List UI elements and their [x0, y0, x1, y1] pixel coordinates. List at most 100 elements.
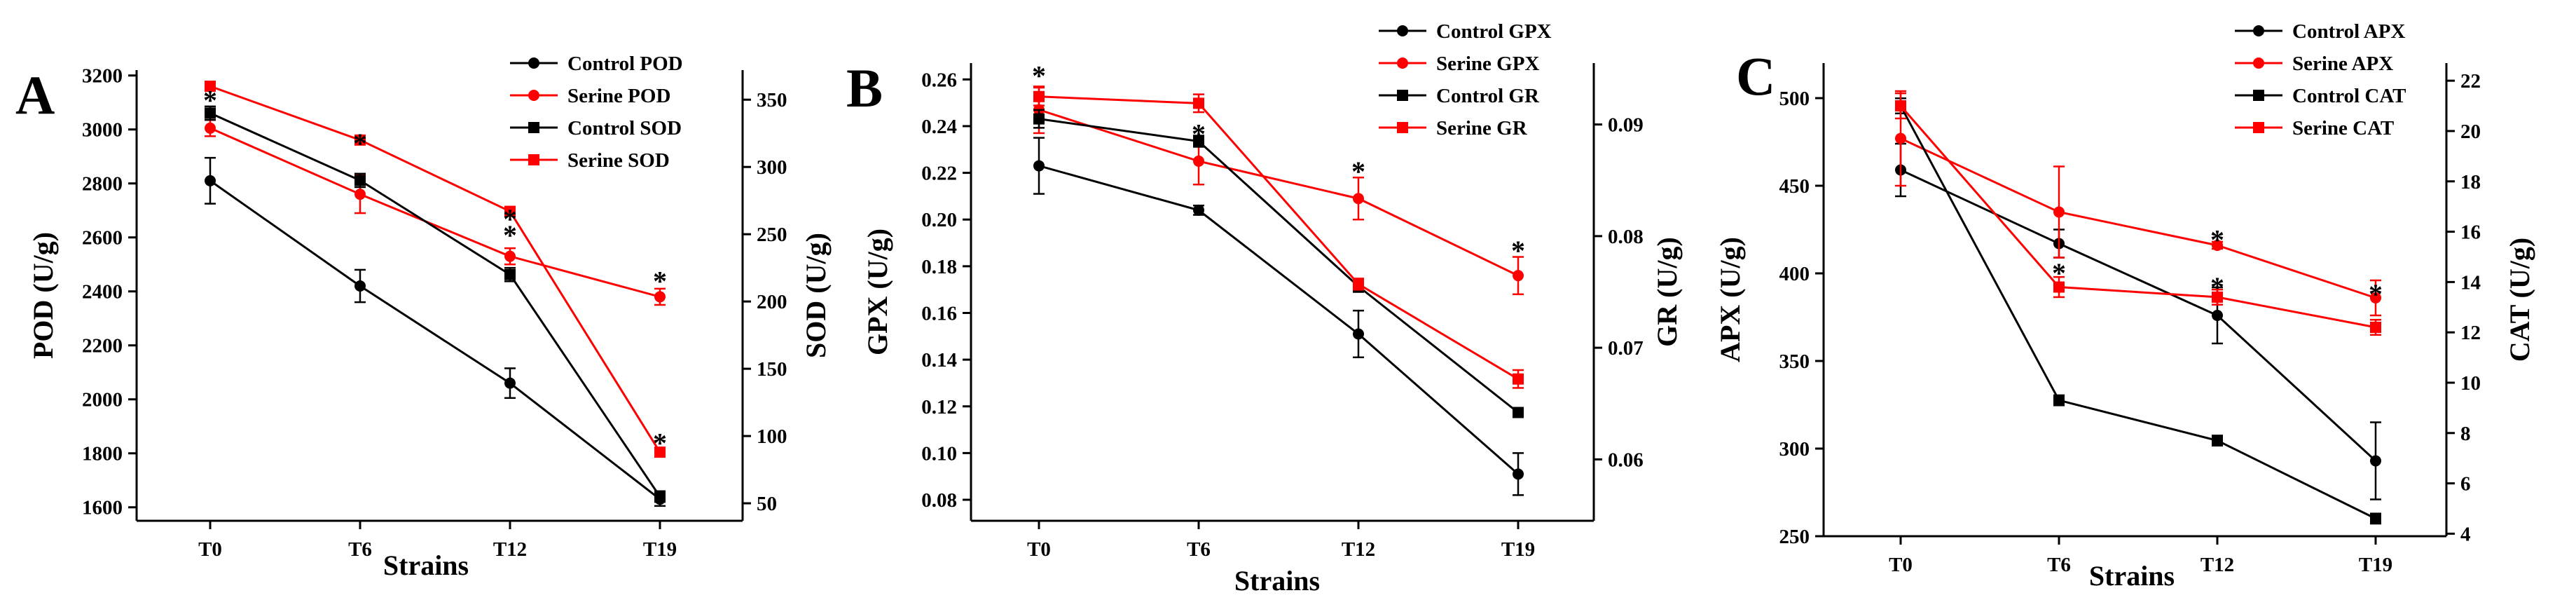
y2-tick-label: 250: [757, 224, 787, 246]
significance-mark: *: [653, 265, 667, 296]
series-line: [1899, 105, 2376, 329]
y-tick-label: 0.08: [921, 489, 957, 512]
data-point: [1033, 90, 1045, 102]
x-axis-title: Strains: [383, 550, 469, 581]
y2-tick-label: 300: [757, 156, 787, 179]
legend-marker: [1397, 25, 1408, 36]
y-tick-label: 0.26: [921, 69, 957, 91]
y-tick-label: 0.10: [921, 442, 957, 465]
y-tick-label: 350: [1779, 350, 1810, 373]
legend-marker: [1397, 57, 1408, 69]
y-axis-title: POD (U/g): [27, 232, 59, 359]
significance-mark: *: [1192, 118, 1206, 150]
legend-label: Control APX: [2292, 20, 2405, 43]
y-tick-label: 500: [1779, 88, 1810, 110]
data-point: [1353, 193, 1364, 205]
series-control-gpx: [1033, 137, 1524, 496]
data-point: [1193, 204, 1204, 216]
y2-tick-label: 150: [757, 358, 787, 381]
x-tick-label: T19: [643, 538, 677, 561]
data-point: [1513, 407, 1524, 418]
legend-marker: [528, 122, 539, 133]
x-tick-label: T19: [2359, 554, 2392, 576]
panel-label: B: [846, 57, 883, 118]
series-serine-cat: [1895, 92, 2381, 336]
legend-marker: [2253, 90, 2264, 101]
y-tick-label: 0.18: [921, 256, 957, 278]
y-tick-label: 0.12: [921, 396, 957, 418]
data-point: [504, 377, 516, 389]
y2-tick-label: 0.06: [1608, 449, 1644, 471]
y-tick-label: 400: [1779, 263, 1810, 285]
series-serine-gr: [1033, 86, 1524, 389]
y2-tick-label: 6: [2460, 473, 2471, 496]
significance-mark: *: [1351, 156, 1365, 187]
y2-tick-label: 20: [2460, 121, 2481, 143]
series-serine-sod: [205, 81, 666, 458]
series-line: [1900, 169, 2377, 462]
significance-mark: *: [653, 427, 667, 458]
significance-mark: *: [353, 128, 367, 159]
series-line: [1038, 165, 1519, 475]
data-point: [2212, 240, 2223, 251]
x-tick-label: T12: [493, 538, 527, 561]
legend-marker: [2253, 57, 2264, 69]
data-point: [504, 268, 516, 280]
legend-marker: [528, 154, 539, 165]
legend-marker: [2253, 25, 2264, 36]
series-line: [1899, 105, 2376, 520]
series-line: [209, 112, 661, 498]
x-tick-label: T0: [1889, 554, 1913, 576]
y-tick-label: 0.22: [921, 163, 957, 185]
x-tick-label: T6: [2047, 554, 2071, 576]
y-tick-label: 0.16: [921, 302, 957, 325]
series-line: [209, 127, 661, 298]
data-point: [2053, 395, 2065, 407]
y-tick-label: 0.14: [921, 349, 957, 371]
data-point: [354, 280, 366, 292]
x-tick-label: T6: [1187, 538, 1211, 561]
legend-marker: [528, 57, 539, 69]
series-line: [1038, 109, 1519, 277]
legend: Control POD Serine POD Control SOD Serine S…: [510, 53, 683, 172]
data-point: [2053, 206, 2065, 218]
y2-tick-label: 22: [2460, 70, 2481, 93]
y-tick-label: 3000: [82, 119, 123, 142]
data-point: [1033, 160, 1045, 172]
data-point: [1193, 155, 1204, 167]
y-tick-label: 2600: [82, 227, 123, 250]
legend-label: Control CAT: [2292, 85, 2406, 107]
data-point: [1513, 373, 1524, 385]
data-point: [1033, 113, 1045, 125]
data-point: [1513, 270, 1524, 282]
series-line: [209, 179, 661, 500]
data-point: [354, 189, 366, 200]
series-control-apx: [1895, 142, 2381, 500]
y2-tick-label: 200: [757, 291, 787, 313]
series-line: [1038, 95, 1519, 381]
data-point: [654, 491, 666, 503]
significance-mark: *: [1511, 235, 1525, 266]
y-axis-title: APX (U/g): [1714, 237, 1746, 362]
y2-tick-label: 350: [757, 89, 787, 111]
y-tick-label: 3200: [82, 65, 123, 88]
y2-tick-label: 14: [2460, 271, 2481, 294]
data-point: [504, 205, 516, 217]
y2-tick-label: 18: [2460, 171, 2481, 193]
panel-b: B 0.08 0.10 0.12 0.14 0.16 0.18 0.20 0.22 0.24 0.2…: [846, 20, 1683, 596]
legend-label: Control POD: [567, 53, 683, 75]
data-point: [2370, 321, 2381, 333]
data-point: [205, 122, 216, 134]
y-tick-label: 2000: [82, 389, 123, 411]
y2-axis-title: SOD (U/g): [800, 233, 832, 358]
data-point: [654, 446, 666, 458]
legend-marker: [2253, 122, 2264, 133]
data-point: [1353, 278, 1364, 290]
y-tick-label: 450: [1779, 175, 1810, 198]
x-tick-label: T12: [1342, 538, 1375, 561]
significance-mark: *: [203, 85, 217, 116]
legend-label: Control SOD: [567, 117, 682, 139]
y2-tick-label: 8: [2460, 423, 2471, 445]
legend-label: Serine APX: [2292, 53, 2393, 75]
y-tick-label: 300: [1779, 438, 1810, 461]
